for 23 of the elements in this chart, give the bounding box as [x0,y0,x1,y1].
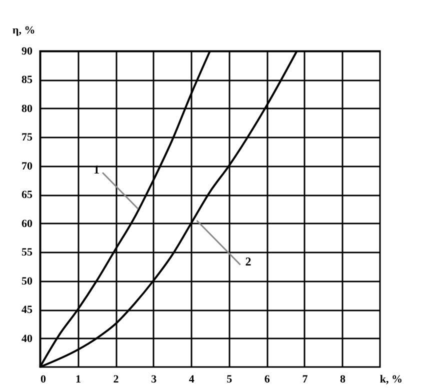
x-tick-label: 1 [76,374,82,386]
y-axis-title: η, % [12,24,36,36]
x-tick-label: 6 [264,374,270,386]
y-tick-label: 75 [22,132,33,144]
x-tick-label: 4 [188,374,195,386]
annotation: 2 [245,254,252,269]
x-tick-label: 3 [151,374,158,386]
y-tick-label: 45 [22,304,33,316]
y-tick-label: 50 [22,275,33,288]
y-tick-label: 90 [22,46,33,58]
x-tick-label: 0 [40,374,46,386]
x-tick-label: 5 [226,374,233,386]
x-tick-label: 7 [302,374,308,386]
y-tick-label: 55 [22,246,33,259]
y-tick-label: 60 [22,218,33,230]
x-axis-title: k, % [380,374,402,386]
x-tick-label: 2 [113,374,120,386]
y-tick-label: 85 [22,74,33,86]
y-tick-label: 40 [22,332,33,345]
y-tick-label: 70 [22,160,33,172]
y-tick-label: 65 [22,189,33,202]
y-tick-label: 80 [22,102,33,115]
x-tick-label: 8 [340,374,346,386]
